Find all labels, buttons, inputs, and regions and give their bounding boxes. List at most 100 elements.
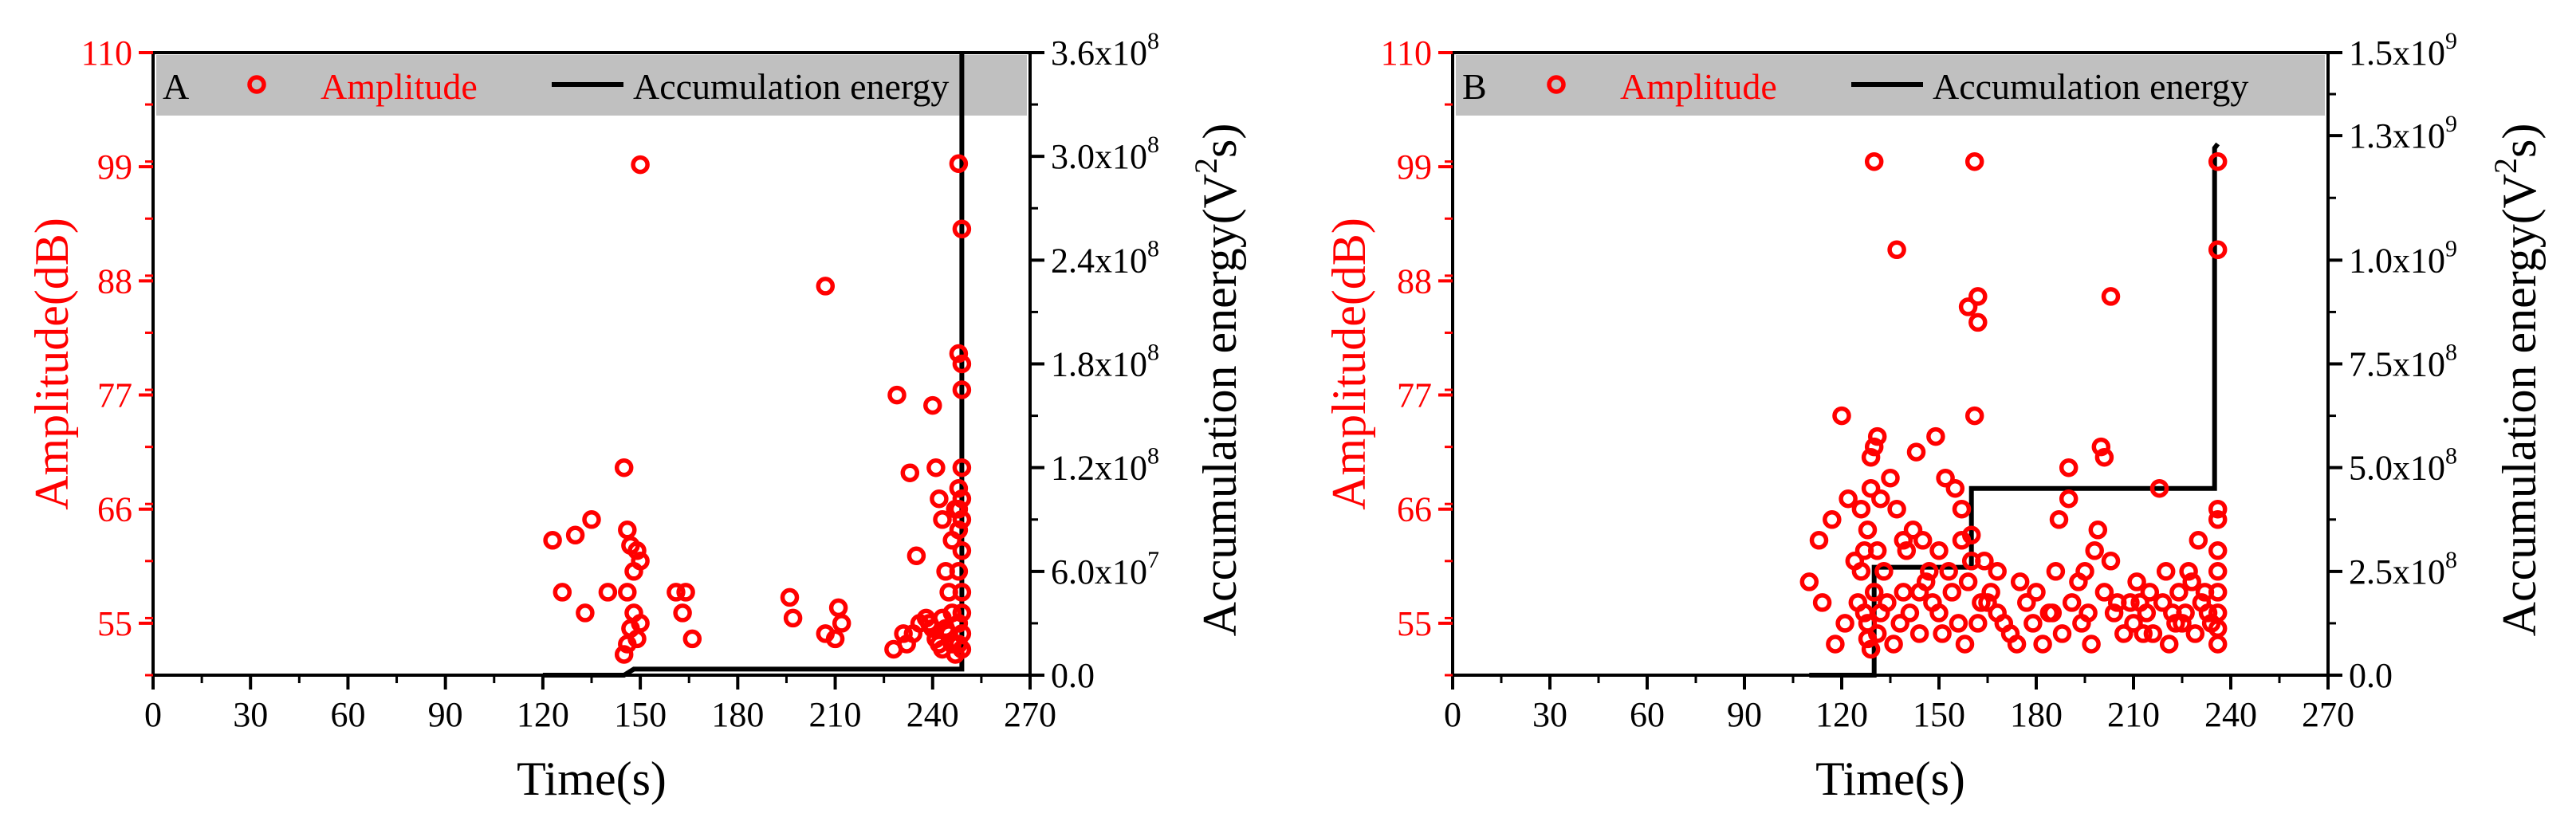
amplitude-point <box>673 603 692 623</box>
amplitude-point <box>2085 541 2104 560</box>
amplitude-point <box>1968 614 1988 633</box>
y-left-axis-title: Amplitude(dB) <box>1323 218 1375 510</box>
amplitude-point <box>1851 499 1871 519</box>
amplitude-point <box>926 458 946 477</box>
amplitude-point <box>1884 635 1903 654</box>
y-right-tick-exponent: 9 <box>2445 28 2457 54</box>
amplitude-point <box>1894 531 1913 550</box>
y-right-tick-exponent: 8 <box>2445 547 2457 573</box>
amplitude-point <box>2208 562 2228 581</box>
amplitude-point <box>2121 593 2140 612</box>
amplitude-point <box>2198 603 2218 623</box>
amplitude-point <box>1867 426 1887 446</box>
y-right-tick-label: 7.5x108 <box>2349 340 2457 384</box>
amplitude-point <box>2208 583 2228 602</box>
amplitude-point <box>1823 510 1842 529</box>
amplitude-point <box>828 598 848 618</box>
amplitude-point <box>667 583 686 602</box>
y-right-tick-exponent: 8 <box>1147 340 1159 366</box>
y-right-tick-label: 6.0x107 <box>1051 547 1159 591</box>
amplitude-point <box>1897 541 1917 560</box>
y-right-tick-exponent: 8 <box>1147 443 1159 470</box>
amplitude-point <box>949 478 969 498</box>
amplitude-point <box>2094 583 2114 602</box>
y-right-tick-exponent: 8 <box>2445 443 2457 470</box>
y-left-axis-title: Amplitude(dB) <box>26 218 78 510</box>
y-left-tick-label: 110 <box>1381 33 1432 73</box>
amplitude-point <box>1988 562 2007 581</box>
amplitude-point <box>2104 603 2124 623</box>
y-right-axis-title: Accumulation energy(V2s) <box>1188 124 1246 637</box>
amplitude-point <box>1887 240 1906 260</box>
y-right-tick-label: 3.6x108 <box>1051 28 1159 73</box>
amplitude-point <box>949 562 969 581</box>
amplitude-point <box>1799 572 1819 591</box>
x-tick-label: 150 <box>614 695 667 734</box>
x-tick-label: 120 <box>1815 695 1868 734</box>
amplitude-point <box>2049 510 2069 529</box>
y-right-tick-label: 1.8x108 <box>1051 340 1159 384</box>
amplitude-point <box>1988 603 2007 623</box>
amplitude-point <box>930 489 949 509</box>
amplitude-point <box>2149 478 2169 498</box>
amplitude-point <box>2208 240 2228 260</box>
chart-panel-b: 0 30 60 90 120 150 180 210 240 270Time(s)55667788… <box>1323 28 2546 805</box>
x-tick-label: 240 <box>907 695 959 734</box>
amplitude-point <box>952 541 972 560</box>
amplitude-point <box>2059 458 2078 477</box>
amplitude-point <box>1839 489 1858 509</box>
amplitude-point <box>627 541 647 560</box>
x-tick-label: 0 <box>144 695 162 734</box>
amplitude-point <box>631 155 650 175</box>
amplitude-point <box>1972 593 1991 612</box>
x-tick-label: 240 <box>2204 695 2257 734</box>
amplitude-point <box>1851 562 1871 581</box>
amplitude-point <box>618 583 637 602</box>
y-right-axis-title-superscript: 2 <box>1188 158 1224 174</box>
plot-frame <box>1451 51 2330 677</box>
amplitude-point <box>952 458 972 477</box>
amplitude-point <box>1871 489 1890 509</box>
x-tick-label: 210 <box>2107 695 2160 734</box>
y-left-tick-label: 55 <box>97 604 132 643</box>
y-right-tick-mantissa: 7.5x10 <box>2349 345 2445 384</box>
amplitude-point <box>565 525 585 545</box>
amplitude-point <box>1955 635 1975 654</box>
amplitude-point <box>1858 521 1878 540</box>
y-right-tick-exponent: 9 <box>2445 235 2457 261</box>
y-left-tick-label: 88 <box>97 261 132 301</box>
amplitude-point <box>1964 406 1984 426</box>
amplitude-point <box>952 603 972 623</box>
legend-energy-label: Accumulation energy <box>633 66 949 107</box>
amplitude-point <box>2017 593 2036 612</box>
x-tick-label: 270 <box>2302 695 2354 734</box>
x-tick-label: 30 <box>233 695 268 734</box>
y-right-tick-mantissa: 2.5x10 <box>2349 552 2445 591</box>
y-right-tick-mantissa: 6.0x10 <box>1051 552 1147 591</box>
legend-amplitude-label: Amplitude <box>1620 66 1777 107</box>
y-right-tick-label: 2.4x108 <box>1051 235 1159 280</box>
y-right-tick-label: 0.0 <box>2349 656 2393 695</box>
amplitude-point <box>2043 603 2063 623</box>
y-right-tick-label: 2.5x108 <box>2349 547 2457 591</box>
amplitude-point <box>1913 531 1933 550</box>
y-right-tick-mantissa: 1.3x10 <box>2349 116 2445 155</box>
amplitude-point <box>1887 499 1906 519</box>
amplitude-point <box>1975 552 1994 571</box>
amplitude-point <box>2124 614 2143 633</box>
amplitude-point <box>553 583 572 602</box>
accumulation-energy-line <box>542 53 965 678</box>
amplitude-point <box>2094 447 2114 467</box>
y-right-tick-label: 5.0x108 <box>2349 443 2457 488</box>
amplitude-point <box>676 583 695 602</box>
amplitude-point <box>1945 478 1965 498</box>
amplitude-point <box>1936 468 1955 488</box>
amplitude-point <box>1871 603 1890 623</box>
x-tick-label: 30 <box>1532 695 1567 734</box>
amplitude-point <box>2114 624 2134 643</box>
amplitude-point <box>2182 572 2201 591</box>
amplitude-point <box>2208 151 2228 171</box>
amplitude-point <box>2046 562 2066 581</box>
y-left-tick-label: 66 <box>1397 490 1432 529</box>
amplitude-point <box>582 510 601 529</box>
